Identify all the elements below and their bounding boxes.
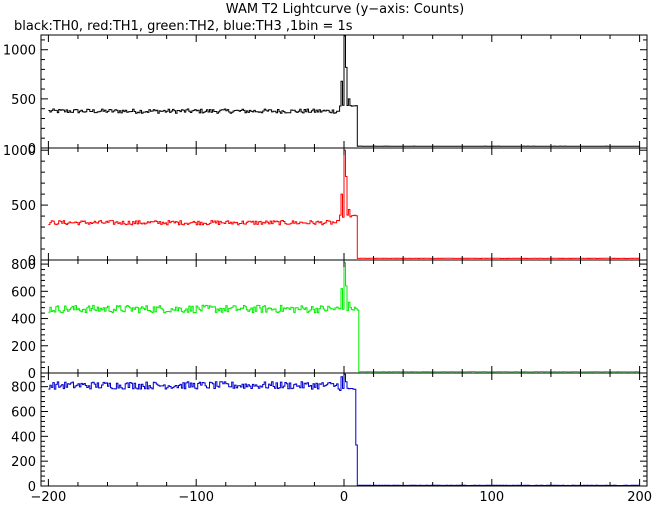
y-tick-label: 600 — [11, 285, 36, 300]
y-tick-label: 1000 — [3, 144, 36, 159]
y-tick-label: 600 — [11, 405, 36, 420]
x-tick-label: 200 — [627, 490, 652, 505]
panel-th1: 0 500 1000 — [3, 144, 648, 269]
series-line-th3 — [48, 373, 640, 486]
series-line-th0 — [48, 35, 641, 147]
x-tick-label: 0 — [340, 490, 348, 505]
y-tick-label: 200 — [11, 455, 36, 470]
panel-th3: 0 200 400 600 800 — [11, 372, 648, 495]
y-tick-label: 800 — [11, 381, 36, 396]
y-tick-label: 0 — [28, 142, 36, 157]
panels: 0500100005001000020040060080002004006008… — [3, 34, 648, 495]
y-tick-label: 500 — [11, 93, 36, 108]
y-tick-label: 800 — [11, 258, 36, 273]
x-tick-label: 100 — [479, 490, 504, 505]
chart-title: WAM T2 Lightcurve (y−axis: Counts) — [226, 2, 464, 17]
panel-th2: 0 200 400 600 800 — [11, 258, 648, 382]
series-line-th2 — [48, 262, 641, 373]
y-tick-label: 400 — [11, 313, 36, 328]
y-tick-label: 0 — [28, 480, 36, 495]
chart-subtitle: black:TH0, red:TH1, green:TH2, blue:TH3 … — [14, 19, 353, 34]
panel-frame — [40, 372, 648, 487]
y-tick-label: 500 — [11, 199, 36, 214]
y-tick-label: 1000 — [3, 44, 36, 59]
panel-th0: 0 500 1000 — [3, 34, 648, 157]
x-tick-label: −100 — [178, 490, 214, 505]
x-axis: −200 −100 0 100 200 — [31, 490, 652, 505]
x-tick-label: −200 — [31, 490, 67, 505]
y-tick-label: 0 — [28, 367, 36, 382]
y-tick-label: 200 — [11, 340, 36, 355]
y-tick-label: 0 — [28, 254, 36, 269]
series-line-th1 — [48, 149, 641, 259]
y-tick-label: 400 — [11, 430, 36, 445]
